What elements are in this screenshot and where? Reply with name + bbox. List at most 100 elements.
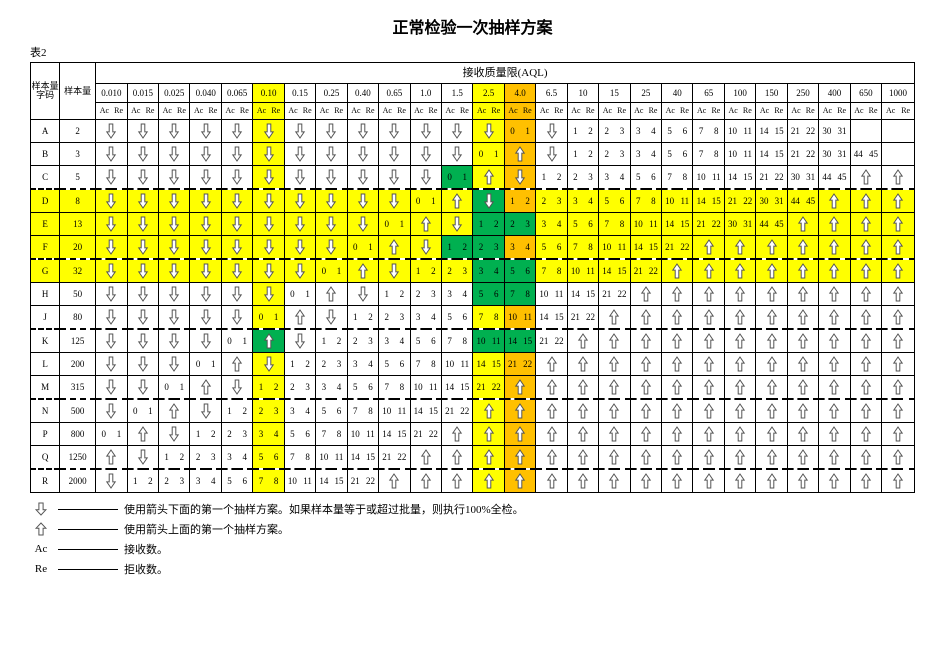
arrow-cell (441, 423, 472, 446)
arrow-cell (882, 423, 915, 446)
value-cell: 23 (504, 213, 535, 236)
arrow-cell (504, 399, 535, 423)
arrow-cell (127, 213, 158, 236)
arrow-cell (630, 283, 661, 306)
value-cell: 3031 (724, 213, 755, 236)
arrow-cell (221, 189, 252, 213)
size-cell: 8 (60, 189, 96, 213)
aql-level: 0.025 (159, 84, 190, 103)
arrow-cell (96, 306, 127, 330)
size-cell: 500 (60, 399, 96, 423)
code-cell: D (31, 189, 60, 213)
arrow-cell (221, 213, 252, 236)
arrow-cell (96, 166, 127, 190)
arrow-cell (724, 376, 755, 400)
arrow-cell (756, 329, 787, 353)
value-cell: 78 (379, 376, 410, 400)
code-cell: M (31, 376, 60, 400)
aql-level: 40 (662, 84, 693, 103)
value-cell: 23 (599, 143, 630, 166)
arrow-cell (882, 376, 915, 400)
arrow-cell (724, 446, 755, 470)
code-cell: Q (31, 446, 60, 470)
value-cell: 1415 (567, 283, 598, 306)
value-cell: 78 (473, 306, 504, 330)
arrow-cell (347, 143, 378, 166)
value-cell: 78 (630, 189, 661, 213)
empty-cell (882, 120, 915, 143)
value-cell: 23 (379, 306, 410, 330)
aql-subhead: AcRe (882, 103, 915, 120)
arrow-cell (819, 376, 850, 400)
value-cell: 56 (410, 329, 441, 353)
arrow-cell (190, 399, 221, 423)
arrow-cell (96, 236, 127, 260)
arrow-cell (599, 306, 630, 330)
arrow-cell (567, 446, 598, 470)
value-cell: 78 (504, 283, 535, 306)
aql-level: 400 (819, 84, 850, 103)
arrow-cell (756, 353, 787, 376)
arrow-cell (693, 376, 724, 400)
arrow-cell (316, 283, 347, 306)
arrow-cell (96, 329, 127, 353)
legend-row: 使用箭头下面的第一个抽样方案。如果样本量等于或超过批量，则执行100%全检。 (30, 501, 915, 517)
value-cell: 12 (221, 399, 252, 423)
aql-subhead: AcRe (284, 103, 315, 120)
value-cell: 34 (567, 189, 598, 213)
code-cell: J (31, 306, 60, 330)
arrow-cell (819, 399, 850, 423)
arrow-cell (756, 376, 787, 400)
arrow-cell (787, 213, 818, 236)
arrow-cell (504, 376, 535, 400)
value-cell: 1011 (567, 259, 598, 283)
arrow-cell (96, 120, 127, 143)
legend-text: 使用箭头下面的第一个抽样方案。如果样本量等于或超过批量，则执行100%全检。 (124, 501, 524, 517)
value-cell: 2122 (473, 376, 504, 400)
arrow-cell (756, 446, 787, 470)
value-cell: 23 (190, 446, 221, 470)
arrow-cell (253, 166, 284, 190)
arrow-cell (882, 329, 915, 353)
header-aql-title: 接收质量限(AQL) (96, 63, 915, 84)
arrow-cell (724, 259, 755, 283)
aql-level: 1.0 (410, 84, 441, 103)
value-cell: 34 (504, 236, 535, 260)
legend-dash (58, 569, 118, 570)
arrow-cell (850, 236, 881, 260)
aql-level: 1000 (882, 84, 915, 103)
value-cell: 2122 (347, 469, 378, 493)
size-cell: 50 (60, 283, 96, 306)
arrow-cell (756, 259, 787, 283)
legend-symbol (30, 521, 52, 537)
arrow-cell (787, 353, 818, 376)
arrow-cell (693, 283, 724, 306)
value-cell: 1415 (662, 213, 693, 236)
value-cell: 12 (253, 376, 284, 400)
value-cell: 4445 (787, 189, 818, 213)
value-cell: 1011 (316, 446, 347, 470)
arrow-cell (599, 329, 630, 353)
value-cell: 78 (693, 143, 724, 166)
code-cell: L (31, 353, 60, 376)
value-cell: 2122 (787, 120, 818, 143)
arrow-cell (96, 189, 127, 213)
arrow-cell (850, 399, 881, 423)
arrow-cell (284, 120, 315, 143)
value-cell: 12 (284, 353, 315, 376)
arrow-cell (882, 213, 915, 236)
value-cell: 23 (473, 236, 504, 260)
arrow-cell (410, 469, 441, 493)
arrow-cell (347, 283, 378, 306)
legend-dash (58, 509, 118, 510)
arrow-cell (787, 446, 818, 470)
arrow-cell (347, 166, 378, 190)
arrow-cell (347, 259, 378, 283)
value-cell: 56 (630, 166, 661, 190)
arrow-cell (284, 329, 315, 353)
value-cell: 1011 (504, 306, 535, 330)
arrow-cell (536, 399, 567, 423)
value-cell: 2122 (441, 399, 472, 423)
arrow-cell (819, 329, 850, 353)
arrow-cell (819, 353, 850, 376)
